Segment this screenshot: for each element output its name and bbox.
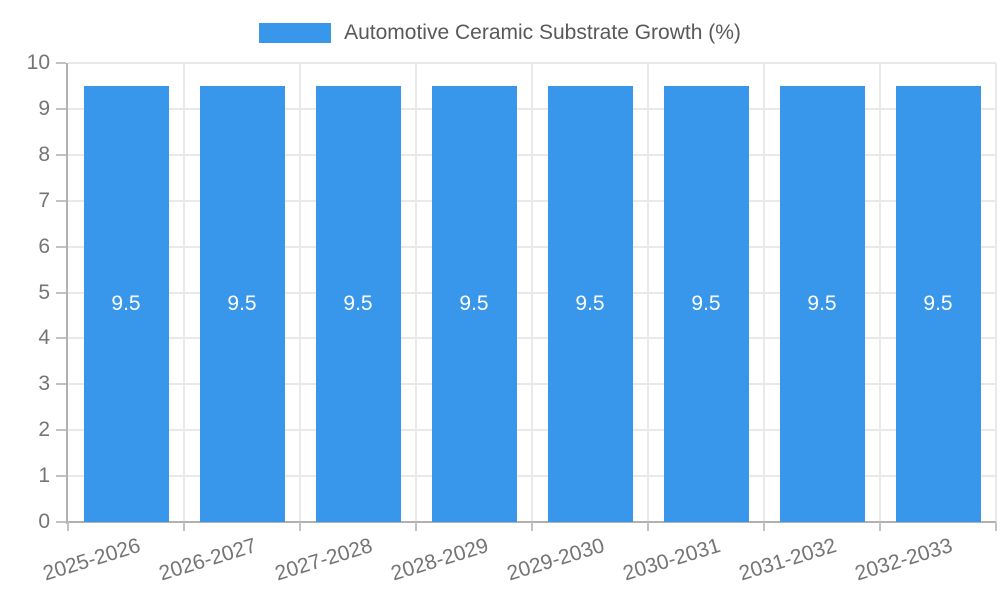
x-axis-label: 2030-2031 bbox=[619, 534, 723, 586]
x-tick bbox=[299, 522, 301, 531]
y-axis-label: 1 bbox=[38, 464, 50, 488]
bar-2029-2030[interactable] bbox=[547, 85, 633, 522]
v-gridline bbox=[763, 63, 765, 522]
legend-label: Automotive Ceramic Substrate Growth (%) bbox=[344, 21, 741, 44]
x-axis-label: 2032-2033 bbox=[851, 534, 955, 586]
v-gridline bbox=[415, 63, 417, 522]
y-axis-label: 6 bbox=[38, 234, 50, 258]
v-gridline bbox=[995, 63, 997, 522]
y-axis-label: 5 bbox=[38, 280, 50, 304]
bar-value-label: 9.5 bbox=[575, 291, 605, 315]
y-tick bbox=[56, 291, 66, 294]
x-axis-label: 2029-2030 bbox=[503, 534, 607, 586]
bar-2025-2026[interactable] bbox=[83, 85, 169, 522]
legend-swatch bbox=[259, 23, 332, 43]
y-axis-line bbox=[66, 63, 68, 524]
y-axis-label: 4 bbox=[38, 326, 50, 350]
x-axis-label: 2026-2027 bbox=[155, 534, 259, 586]
y-tick bbox=[56, 245, 66, 248]
x-axis-label: 2025-2026 bbox=[39, 534, 143, 586]
bar-value-label: 9.5 bbox=[227, 291, 257, 315]
x-tick bbox=[531, 522, 533, 531]
x-tick bbox=[995, 522, 997, 531]
bar-2031-2032[interactable] bbox=[779, 85, 865, 522]
bar-value-label: 9.5 bbox=[923, 291, 953, 315]
x-tick bbox=[67, 522, 69, 531]
v-gridline bbox=[183, 63, 185, 522]
y-tick bbox=[56, 337, 66, 340]
x-axis-label: 2028-2029 bbox=[387, 534, 491, 586]
x-axis-label: 2031-2032 bbox=[735, 534, 839, 586]
y-axis-label: 0 bbox=[38, 510, 50, 533]
bar-2026-2027[interactable] bbox=[199, 85, 285, 522]
y-tick bbox=[56, 521, 66, 523]
y-tick bbox=[56, 383, 66, 386]
y-axis-label: 9 bbox=[38, 96, 50, 120]
bar-2027-2028[interactable] bbox=[315, 85, 401, 522]
bar-2032-2033[interactable] bbox=[895, 85, 981, 522]
v-gridline bbox=[299, 63, 301, 522]
x-tick bbox=[183, 522, 185, 531]
y-axis-label: 2 bbox=[38, 418, 50, 442]
x-tick bbox=[415, 522, 417, 531]
v-gridline bbox=[879, 63, 881, 522]
bar-value-label: 9.5 bbox=[807, 291, 837, 315]
y-axis-label: 7 bbox=[38, 188, 50, 212]
y-axis-label: 8 bbox=[38, 142, 50, 166]
x-tick bbox=[879, 522, 881, 531]
y-tick bbox=[56, 107, 66, 110]
y-tick bbox=[56, 429, 66, 432]
y-tick bbox=[56, 62, 66, 64]
chart-legend[interactable]: Automotive Ceramic Substrate Growth (%) bbox=[0, 21, 1000, 45]
y-tick bbox=[56, 475, 66, 478]
v-gridline bbox=[531, 63, 533, 522]
bar-2030-2031[interactable] bbox=[663, 85, 749, 522]
y-axis-label: 10 bbox=[26, 51, 50, 74]
x-tick bbox=[647, 522, 649, 531]
x-axis-label: 2027-2028 bbox=[271, 534, 375, 586]
v-gridline bbox=[647, 63, 649, 522]
y-axis-label: 3 bbox=[38, 372, 50, 396]
bar-value-label: 9.5 bbox=[343, 291, 373, 315]
bar-value-label: 9.5 bbox=[691, 291, 721, 315]
bar-value-label: 9.5 bbox=[459, 291, 489, 315]
bar-value-label: 9.5 bbox=[111, 291, 141, 315]
y-tick bbox=[56, 153, 66, 156]
y-tick bbox=[56, 199, 66, 202]
bar-2028-2029[interactable] bbox=[431, 85, 517, 522]
x-tick bbox=[763, 522, 765, 531]
